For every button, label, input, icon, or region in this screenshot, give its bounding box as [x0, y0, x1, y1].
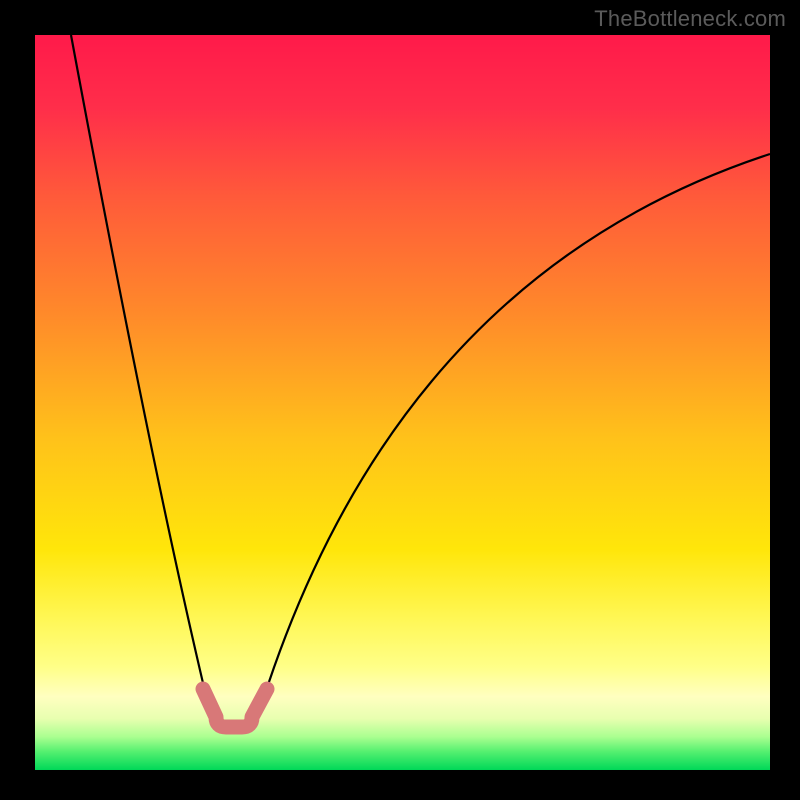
curve-layer [0, 0, 800, 800]
curve-right-branch [263, 154, 770, 700]
plot-area [35, 35, 770, 770]
watermark-text: TheBottleneck.com [594, 6, 786, 32]
trough-highlight [203, 689, 267, 727]
curve-left-branch [71, 35, 207, 700]
